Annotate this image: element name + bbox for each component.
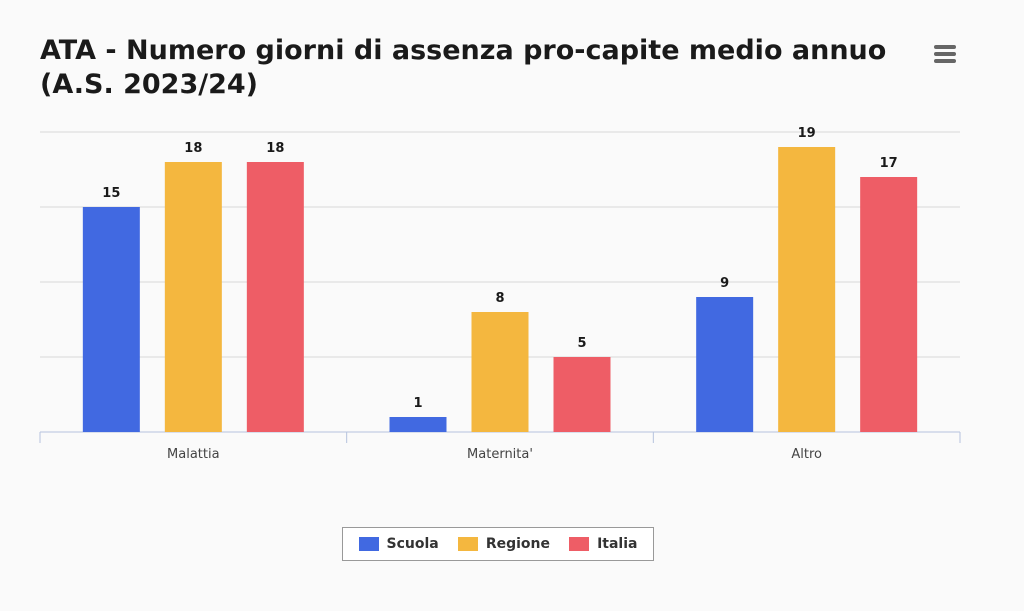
bar-regione-1 <box>471 312 529 432</box>
data-label: 1 <box>413 396 422 411</box>
x-tick-label: Altro <box>791 447 822 462</box>
legend-label-italia: Italia <box>597 536 638 552</box>
bar-scuola-1 <box>389 417 447 432</box>
data-label: 19 <box>798 126 816 141</box>
legend-swatch-italia <box>569 537 590 551</box>
data-label: 18 <box>184 141 202 156</box>
bar-regione-2 <box>778 147 836 432</box>
legend: Scuola Regione Italia <box>342 527 654 561</box>
data-label: 15 <box>102 186 120 201</box>
bar-italia-1 <box>553 357 611 432</box>
bar-scuola-2 <box>696 297 754 432</box>
legend-item-scuola[interactable]: Scuola <box>358 536 439 552</box>
data-label: 9 <box>720 276 729 291</box>
x-tick-label: Malattia <box>167 447 220 462</box>
legend-label-regione: Regione <box>485 536 550 552</box>
bar-italia-2 <box>860 177 918 432</box>
data-label: 18 <box>266 141 284 156</box>
data-label: 5 <box>577 336 586 351</box>
hamburger-menu-button[interactable] <box>928 40 960 68</box>
x-tick-label: Maternita' <box>467 447 533 462</box>
legend-swatch-scuola <box>358 537 379 551</box>
data-label: 17 <box>880 156 898 171</box>
legend-swatch-regione <box>457 537 478 551</box>
bar-italia-0 <box>246 162 304 432</box>
data-label: 8 <box>495 291 504 306</box>
chart-title: ATA - Numero giorni di assenza pro-capit… <box>40 35 887 100</box>
legend-item-italia[interactable]: Italia <box>569 536 637 552</box>
legend-label-scuola: Scuola <box>386 536 439 552</box>
bar-regione-0 <box>164 162 222 432</box>
legend-item-regione[interactable]: Regione <box>457 536 550 552</box>
bar-scuola-0 <box>82 207 140 432</box>
